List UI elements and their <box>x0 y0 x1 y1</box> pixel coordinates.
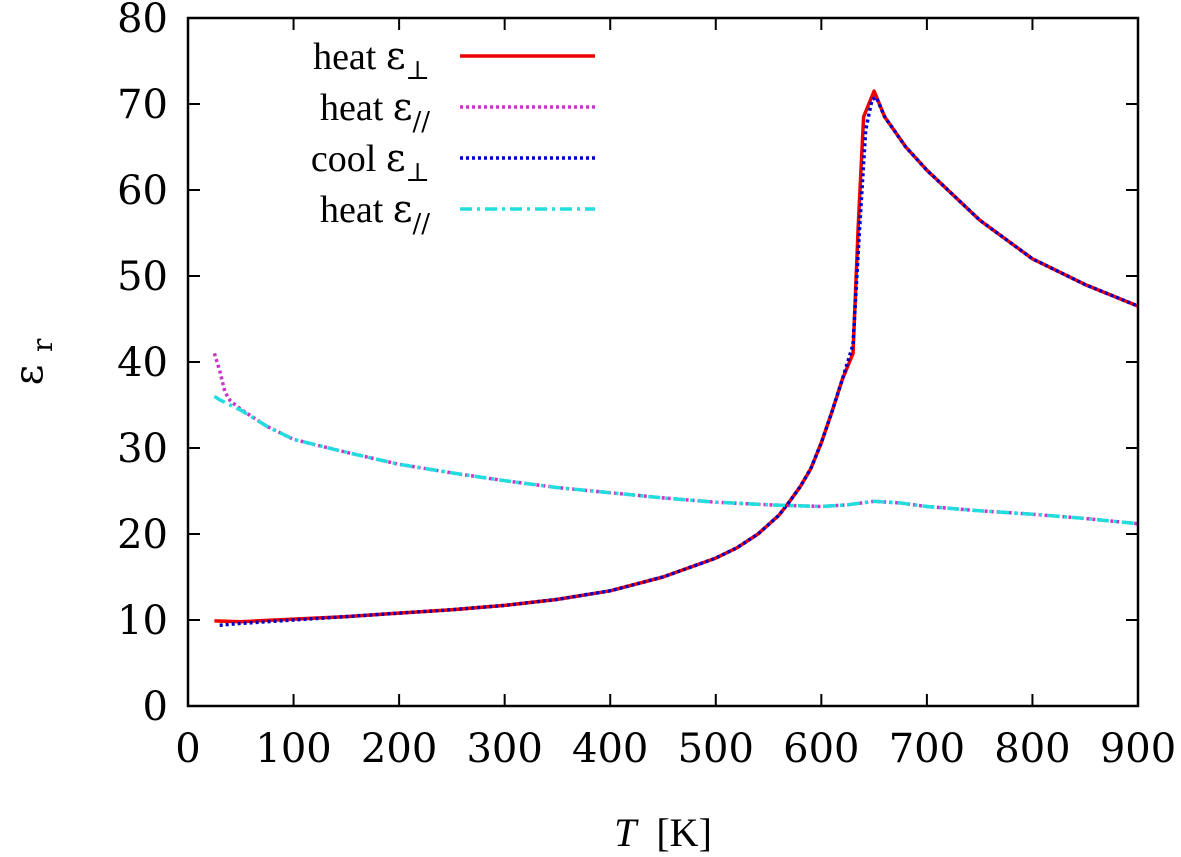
legend-label-0: heat ε⊥ <box>313 34 430 86</box>
series-lines <box>212 89 1139 627</box>
legend-symbol: ε <box>393 85 413 129</box>
svg-text:ε r: ε r <box>6 338 59 385</box>
series-line-2 <box>219 95 1139 627</box>
legend-label-2: cool ε⊥ <box>311 136 430 188</box>
y-tick-label-0: 0 <box>143 684 168 730</box>
y-tick-label-10: 10 <box>117 598 168 644</box>
legend-subscript: // <box>412 107 430 137</box>
legend-label-3: heat ε// <box>320 187 430 239</box>
y-axis-subscript: r <box>26 338 59 352</box>
x-axis-unit: [K] <box>656 810 712 855</box>
x-tick-label-300: 300 <box>466 726 542 772</box>
legend-symbol: ε <box>386 34 406 78</box>
legend-symbol: ε <box>393 187 413 231</box>
legend-subscript: // <box>412 209 430 239</box>
x-tick-label-600: 600 <box>783 726 859 772</box>
x-tick-label-400: 400 <box>572 726 648 772</box>
y-axis-symbol: ε <box>6 365 52 386</box>
x-tick-label-200: 200 <box>361 726 437 772</box>
x-tick-label-700: 700 <box>889 726 965 772</box>
legend-entry-0: heat ε⊥ <box>313 34 595 86</box>
legend-subscript: ⊥ <box>406 56 430 86</box>
axis-ticks: 0 100 200 300 400 500 600 700 800 900 0 10 20 30 40 50 6… <box>117 0 1176 772</box>
x-axis-variable: T <box>614 810 639 855</box>
legend-entry-2: cool ε⊥ <box>311 136 595 188</box>
y-tick-label-70: 70 <box>117 82 168 128</box>
legend-subscript: ⊥ <box>406 158 430 188</box>
legend-entry-1: heat ε// <box>320 85 595 137</box>
y-tick-label-50: 50 <box>117 254 168 300</box>
y-tick-label-20: 20 <box>117 512 168 558</box>
x-tick-label-800: 800 <box>994 726 1070 772</box>
y-tick-label-40: 40 <box>117 340 168 386</box>
y-tick-label-80: 80 <box>117 0 168 42</box>
x-tick-label-500: 500 <box>678 726 754 772</box>
legend-word: heat <box>313 36 386 78</box>
legend-word: heat <box>320 189 393 231</box>
legend-word: heat <box>320 87 393 129</box>
legend-label-1: heat ε// <box>320 85 430 137</box>
legend-entry-3: heat ε// <box>320 187 595 239</box>
y-axis-label: ε r <box>6 338 59 385</box>
legend: heat ε⊥heat ε//cool ε⊥heat ε// <box>311 34 595 239</box>
x-tick-label-900: 900 <box>1100 726 1176 772</box>
x-tick-label-100: 100 <box>255 726 331 772</box>
y-tick-label-30: 30 <box>117 426 168 472</box>
legend-symbol: ε <box>386 136 406 180</box>
legend-word: cool <box>311 138 386 180</box>
y-tick-label-60: 60 <box>117 168 168 214</box>
x-axis-label: T [K] <box>614 810 712 855</box>
x-tick-label-0: 0 <box>175 726 200 772</box>
series-line-3 <box>213 394 1139 526</box>
